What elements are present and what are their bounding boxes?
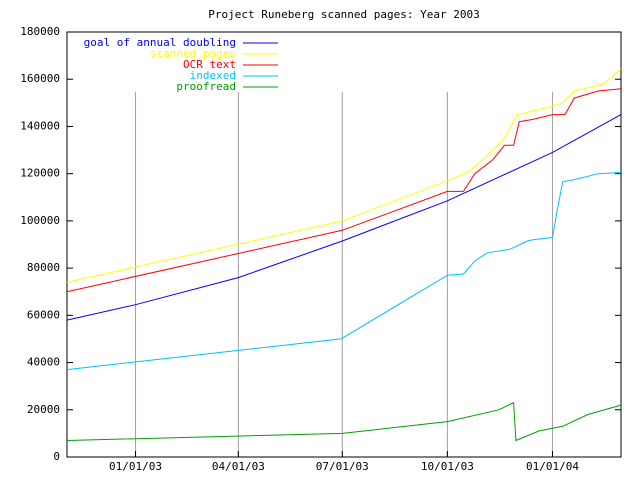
y-tick-label: 20000 bbox=[27, 403, 60, 416]
series-line bbox=[66, 114, 622, 321]
legend-label: scanned pages bbox=[150, 47, 236, 60]
x-tick-label: 01/01/03 bbox=[109, 460, 162, 473]
series-line bbox=[66, 401, 622, 442]
y-tick-label: 140000 bbox=[20, 119, 60, 132]
y-tick-label: 160000 bbox=[20, 72, 60, 85]
y-tick-label: 180000 bbox=[20, 25, 60, 38]
y-tick-label: 120000 bbox=[20, 167, 60, 180]
legend-label: indexed bbox=[190, 69, 236, 82]
x-tick-label: 10/01/03 bbox=[421, 460, 474, 473]
legend-label: goal of annual doubling bbox=[84, 36, 236, 49]
x-tick-label: 07/01/03 bbox=[316, 460, 369, 473]
x-tick-label: 04/01/03 bbox=[212, 460, 265, 473]
legend-label: proofread bbox=[176, 80, 236, 93]
y-tick-label: 0 bbox=[53, 450, 60, 463]
y-tick-label: 80000 bbox=[27, 261, 60, 274]
chart-title: Project Runeberg scanned pages: Year 200… bbox=[208, 8, 480, 21]
legend-label: OCR text bbox=[183, 58, 236, 71]
plot-frame bbox=[66, 31, 622, 458]
y-tick-label: 40000 bbox=[27, 356, 60, 369]
y-tick-label: 60000 bbox=[27, 308, 60, 321]
y-tick-label: 100000 bbox=[20, 214, 60, 227]
x-tick-label: 01/01/04 bbox=[526, 460, 579, 473]
series-line bbox=[66, 68, 622, 283]
series-line bbox=[66, 88, 622, 293]
series-line bbox=[66, 172, 622, 371]
